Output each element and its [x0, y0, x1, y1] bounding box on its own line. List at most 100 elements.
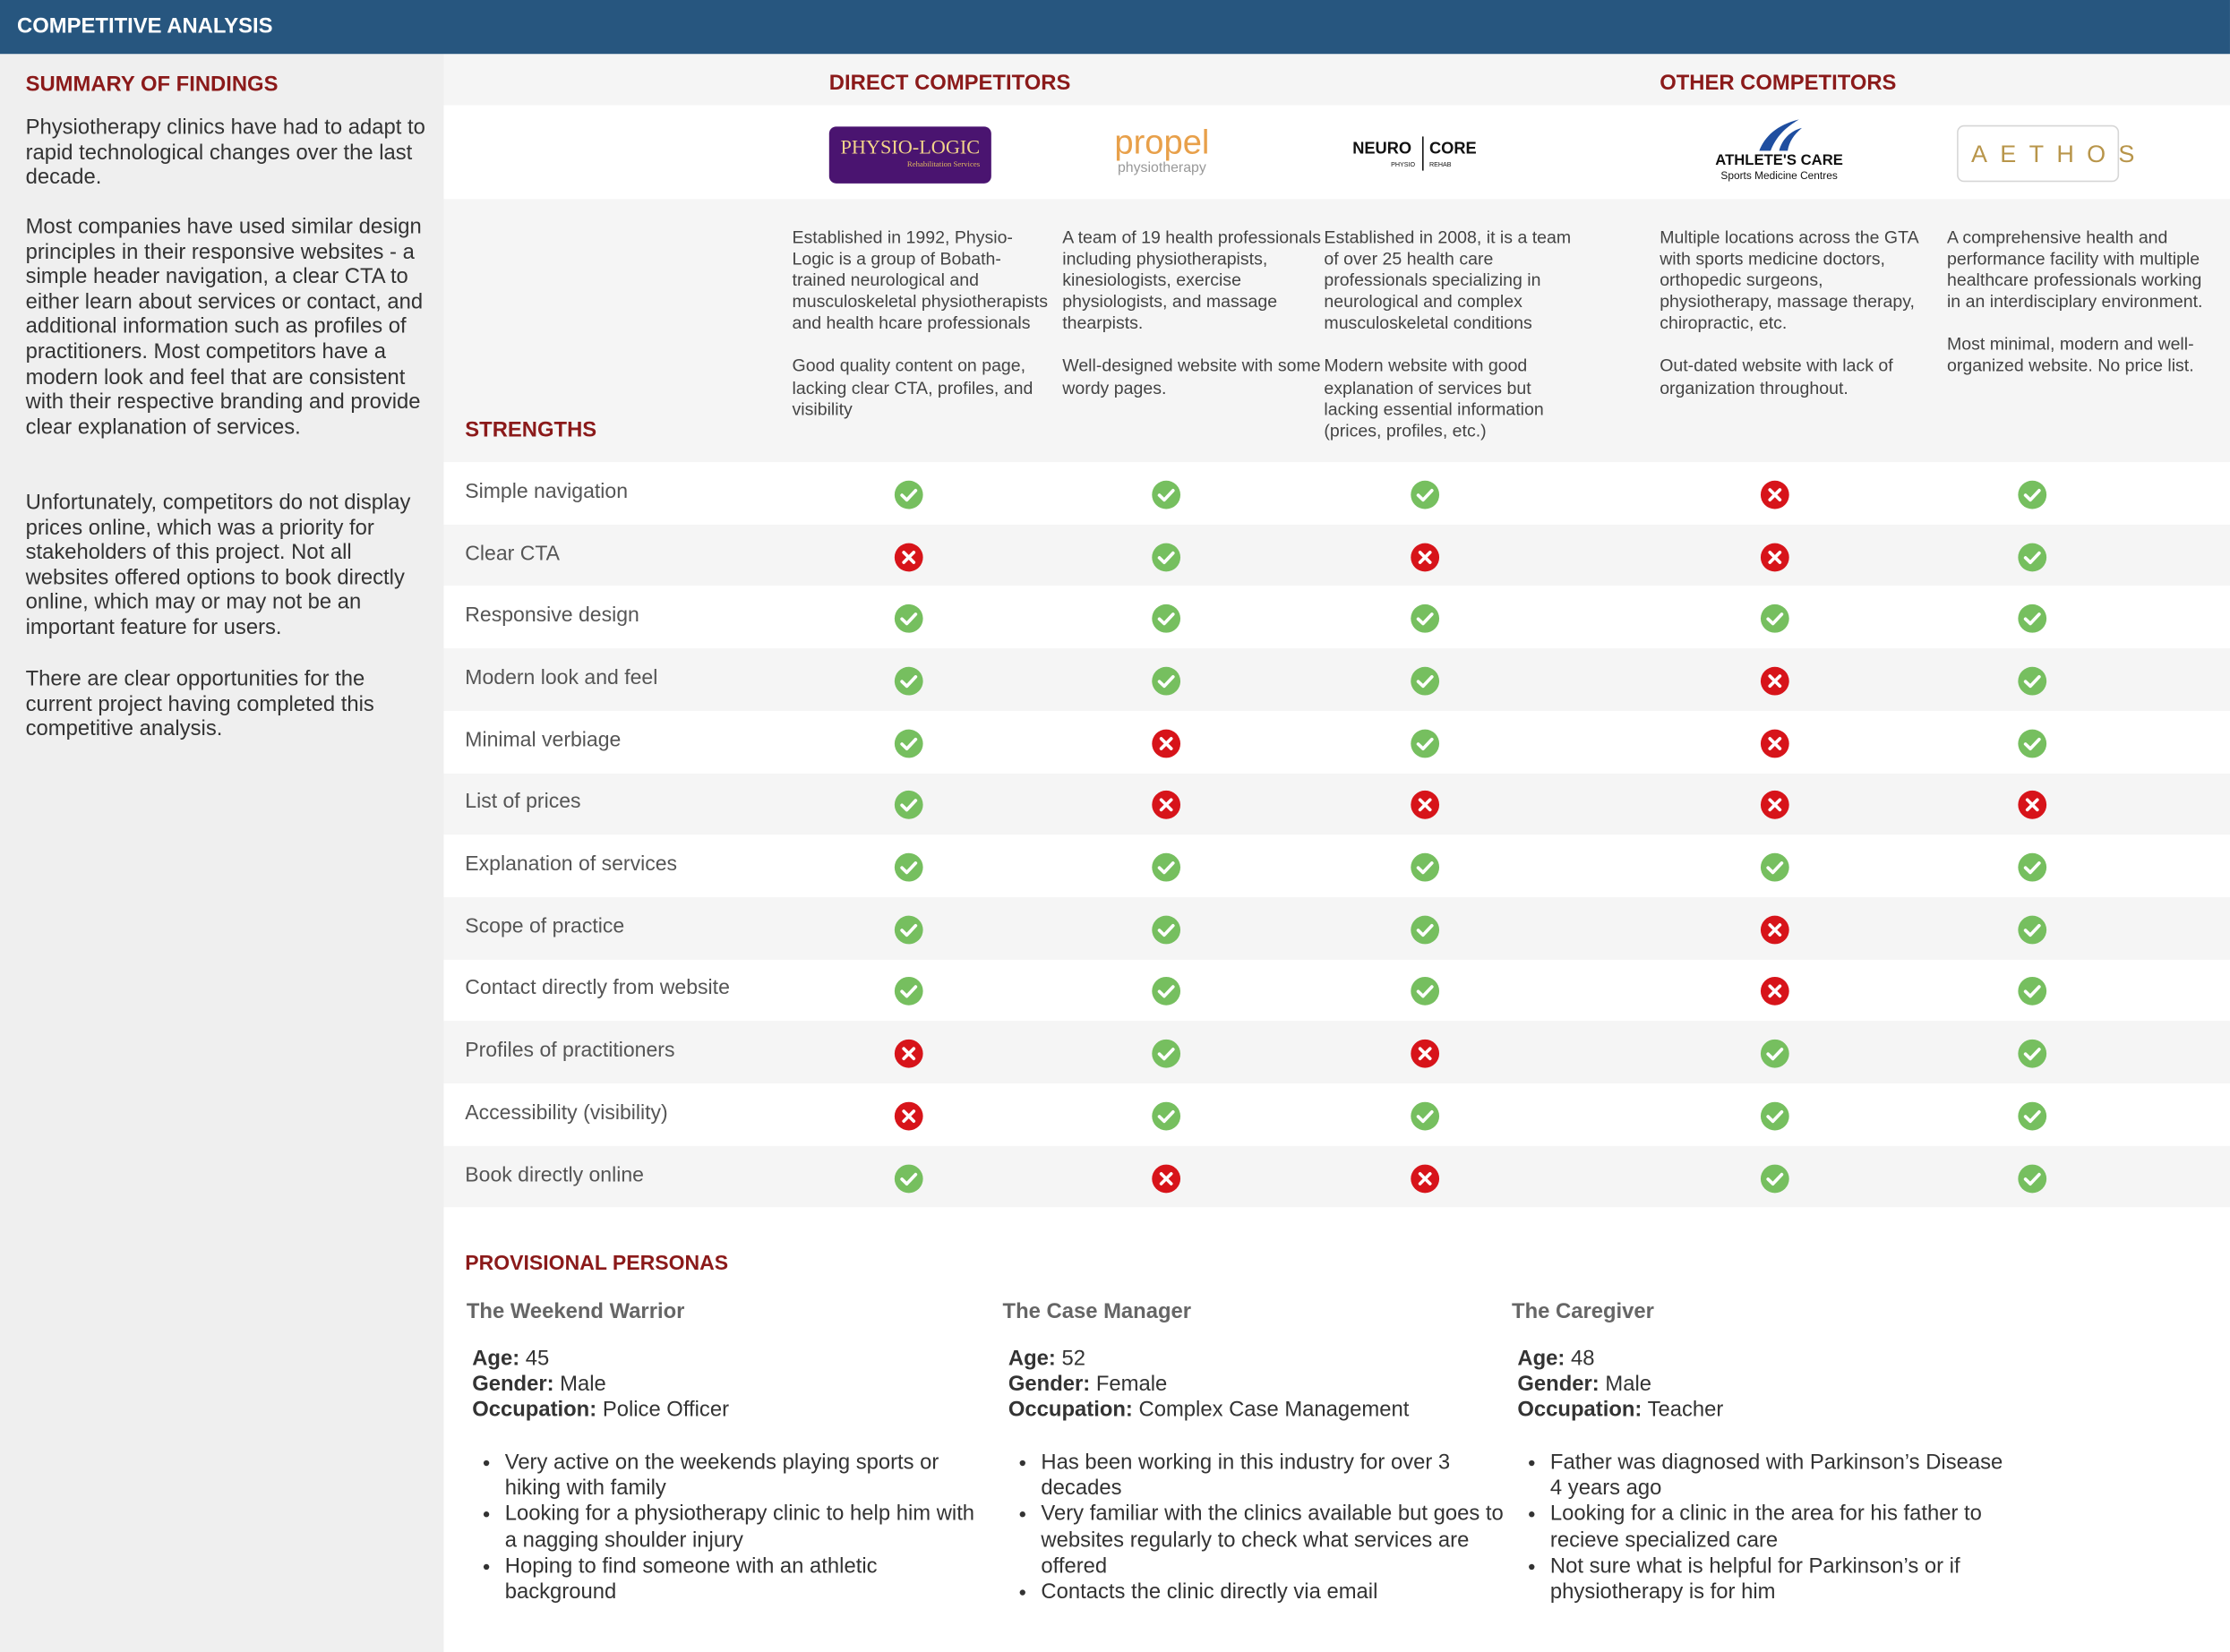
persona-bullets: Has been working in this industry for ov… — [1008, 1451, 1524, 1605]
icon-circle — [2018, 666, 2047, 696]
icon-check — [2023, 1048, 2041, 1061]
row-label: Profiles of practitioners — [465, 1040, 675, 1063]
bullet: Father was diagnosed with Parkinson’s Di… — [1550, 1451, 2020, 1502]
check-icon — [1152, 915, 1181, 945]
icon-check — [1416, 737, 1434, 750]
icon-check — [1766, 612, 1784, 626]
icon-check — [1416, 1109, 1434, 1123]
persona-name: The Caregiver — [1512, 1299, 1654, 1324]
table-row — [443, 1145, 2230, 1208]
icon-check — [1416, 488, 1434, 501]
sidebar — [0, 54, 444, 1652]
bullet: Hoping to find someone with an athletic … — [505, 1554, 989, 1605]
icon-cross — [1768, 674, 1782, 688]
cross-icon — [1152, 791, 1181, 820]
persona-field: Gender: Male — [1517, 1373, 1723, 1399]
check-icon — [894, 791, 923, 820]
check-icon — [894, 729, 923, 758]
check-icon — [1152, 977, 1181, 1006]
icon-cross — [1768, 985, 1782, 998]
logo-neurocore: NEURO CORE PHYSIO REHAB — [1347, 136, 1489, 173]
field-label: Age: — [1517, 1346, 1565, 1371]
logo-aethos: AETHOS — [1957, 124, 2134, 183]
row-label: Explanation of services — [465, 852, 678, 877]
summary-paragraph: There are clear opportunities for the cu… — [25, 666, 374, 741]
row-label: Responsive design — [465, 604, 639, 628]
icon-check — [1766, 1109, 1784, 1123]
icon-cross — [902, 1047, 916, 1061]
icon-cross — [1418, 550, 1432, 564]
persona-bullets: Very active on the weekends playing spor… — [472, 1451, 988, 1605]
row-label: Accessibility (visibility) — [465, 1101, 668, 1125]
check-icon — [894, 1163, 923, 1193]
icon-circle — [894, 604, 923, 634]
persona-field: Occupation: Police Officer — [472, 1399, 729, 1425]
check-icon — [1411, 480, 1440, 509]
icon-check — [1157, 551, 1175, 564]
icon-circle — [1411, 915, 1440, 945]
field-label: Occupation: — [1517, 1398, 1642, 1423]
table-row — [443, 710, 2230, 774]
section-title: DIRECT COMPETITORS — [828, 71, 1071, 96]
field-value: Male — [560, 1372, 606, 1397]
icon-check — [900, 1172, 918, 1186]
icon-circle — [2018, 1040, 2047, 1068]
table-row — [443, 462, 2230, 525]
icon-circle — [894, 666, 923, 696]
icon-check — [900, 923, 918, 937]
persona-field: Age: 52 — [1008, 1347, 1409, 1373]
icon-cross — [1159, 798, 1173, 812]
icon-cross — [1418, 798, 1432, 812]
section-title: OTHER COMPETITORS — [1660, 71, 1897, 96]
field-label: Age: — [472, 1346, 520, 1371]
bullet: Very active on the weekends playing spor… — [505, 1451, 989, 1502]
check-icon — [2018, 1101, 2047, 1131]
icon-cross — [2025, 798, 2039, 812]
cross-icon — [1411, 1040, 1440, 1068]
cross-icon — [1411, 791, 1440, 820]
logo-physio-logic: PHYSIO-LOGIC Rehabilitation Services — [828, 126, 991, 184]
check-icon — [1152, 1101, 1181, 1131]
cross-icon — [1760, 915, 1789, 945]
cross-icon — [1760, 480, 1789, 509]
check-icon — [1760, 604, 1789, 634]
field-value: Teacher — [1647, 1398, 1724, 1423]
description: Multiple locations across the GTA with s… — [1660, 227, 1921, 420]
table-row — [443, 835, 2230, 897]
check-icon — [1411, 852, 1440, 882]
row-label: Minimal verbiage — [465, 729, 622, 752]
icon-circle — [894, 729, 923, 758]
description-paragraph: Multiple locations across the GTA with s… — [1660, 227, 1918, 334]
icon-cross — [1418, 1047, 1432, 1061]
check-icon — [1760, 1040, 1789, 1068]
field-label: Gender: — [1517, 1372, 1600, 1397]
check-icon — [1411, 1101, 1440, 1131]
description: A comprehensive health and performance f… — [1947, 227, 2209, 398]
table-row — [443, 586, 2230, 649]
icon-cross — [1768, 922, 1782, 937]
band — [443, 54, 2230, 106]
summary-paragraph: Most companies have used similar design … — [25, 214, 424, 440]
icon-circle — [2018, 1163, 2047, 1193]
icon-circle — [1411, 480, 1440, 509]
bullet: Looking for a physiotherapy clinic to he… — [505, 1502, 989, 1554]
check-icon — [2018, 852, 2047, 882]
icon-check — [900, 861, 918, 875]
cross-icon — [1760, 542, 1789, 571]
bullet: Very familiar with the clinics available… — [1041, 1502, 1524, 1580]
check-icon — [1152, 852, 1181, 882]
bullet: Looking for a clinic in the area for his… — [1550, 1502, 2020, 1554]
persona-field: Age: 45 — [472, 1347, 729, 1373]
summary-paragraph: Physiotherapy clinics have had to adapt … — [25, 115, 425, 190]
field-value: Complex Case Management — [1138, 1398, 1410, 1423]
field-label: Occupation: — [1008, 1398, 1133, 1423]
strengths-title: STRENGTHS — [465, 417, 597, 442]
cross-icon — [1760, 791, 1789, 820]
logo-swoosh — [1759, 119, 1802, 151]
check-icon — [1411, 729, 1440, 758]
description: A team of 19 health professionals includ… — [1062, 227, 1324, 420]
icon-cross — [1418, 1171, 1432, 1186]
table-row — [443, 773, 2230, 835]
icon-check — [1157, 1048, 1175, 1061]
